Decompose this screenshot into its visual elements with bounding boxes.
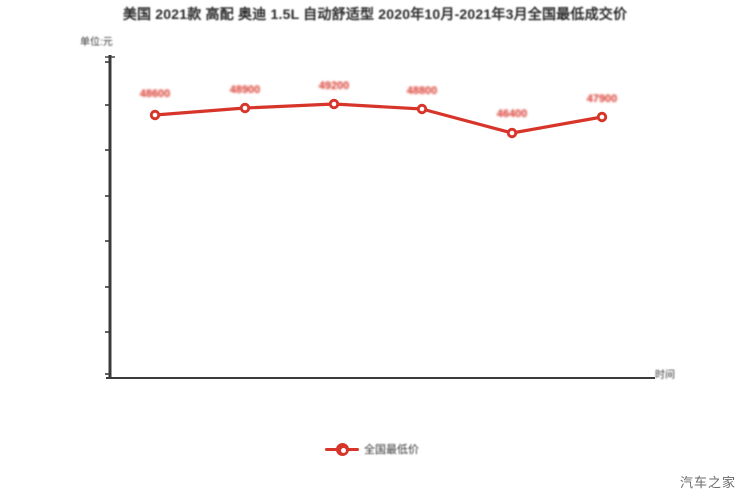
series-layer bbox=[149, 98, 608, 139]
data-point-label-4: 46400 bbox=[496, 108, 528, 120]
data-point-label-1: 48900 bbox=[229, 84, 261, 96]
series-line-0 bbox=[153, 102, 604, 135]
data-point-label-3: 48800 bbox=[406, 85, 438, 97]
axis-layer bbox=[105, 55, 655, 379]
watermark-logo: 汽车之家 bbox=[679, 475, 736, 490]
data-point-inner-4 bbox=[509, 130, 515, 136]
data-point-inner-3 bbox=[419, 106, 425, 112]
page-title: 美国 2021款 高配 奥迪 1.5L 自动舒适型 2020年10月-2021年… bbox=[122, 6, 628, 22]
data-point-inner-5 bbox=[599, 114, 605, 120]
data-point-label-0: 48600 bbox=[139, 88, 171, 100]
data-point-outer-3 bbox=[416, 103, 428, 115]
data-point-label-2: 49200 bbox=[318, 80, 350, 92]
x-axis-unit-label: 时间 bbox=[655, 370, 675, 381]
data-point-outer-5 bbox=[596, 111, 608, 123]
data-point-outer-0 bbox=[149, 109, 161, 121]
data-point-label-5: 47900 bbox=[586, 93, 618, 105]
chart-legend: 全国最低价 bbox=[325, 441, 419, 457]
y-axis-unit-label: 单位:元 bbox=[80, 37, 113, 48]
legend-marker-icon bbox=[325, 442, 359, 456]
data-point-outer-4 bbox=[506, 127, 518, 139]
data-point-outer-1 bbox=[239, 102, 251, 114]
data-point-inner-2 bbox=[331, 101, 337, 107]
data-point-inner-1 bbox=[242, 105, 248, 111]
data-point-outer-2 bbox=[328, 98, 340, 110]
data-point-inner-0 bbox=[152, 112, 158, 118]
legend-item-label: 全国最低价 bbox=[364, 444, 419, 456]
